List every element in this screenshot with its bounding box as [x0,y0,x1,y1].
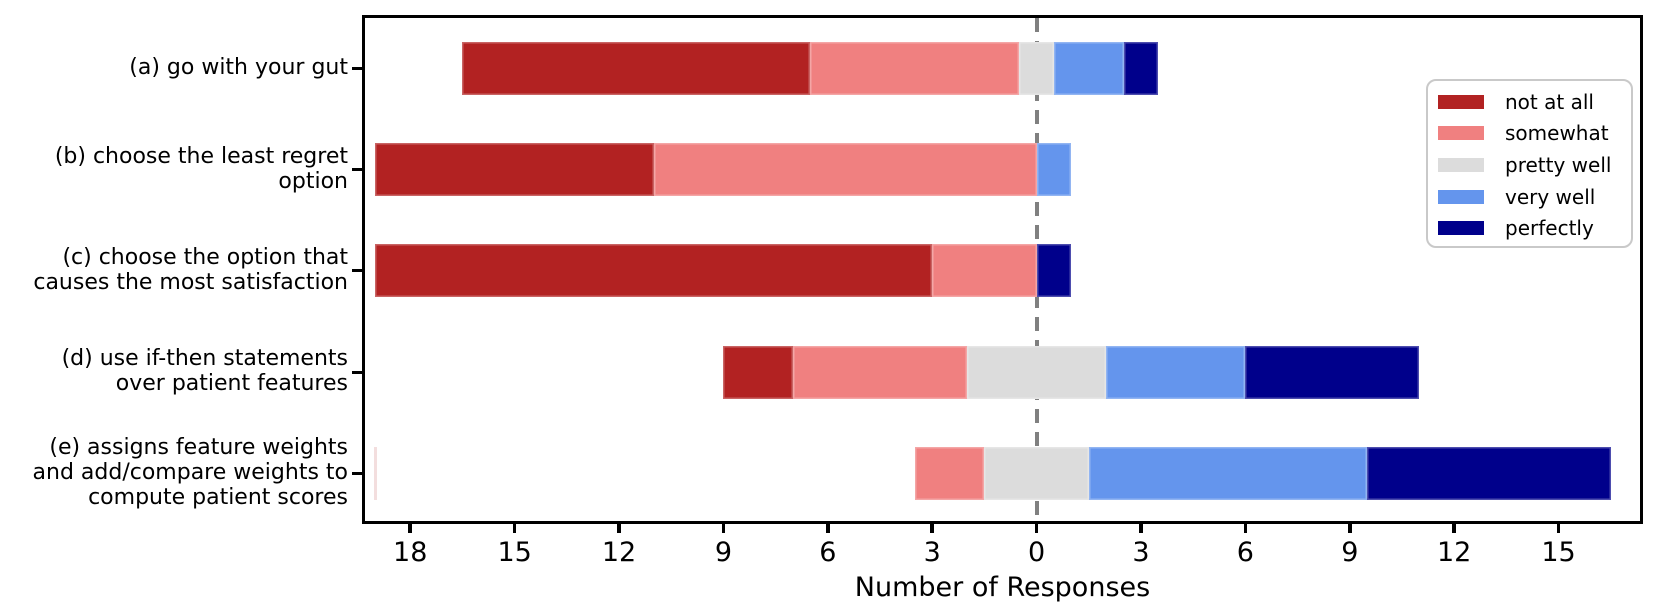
bar-segment-e-pretty-well [984,447,1089,500]
legend-label: very well [1505,184,1596,209]
x-tick-label: 12 [601,537,637,568]
category-label-a: (a) go with your gut [129,54,348,80]
zero-width-bar-edge-artifact [374,447,377,500]
x-tick-mark [826,524,830,533]
category-label-d: (d) use if-then statements over patient … [61,346,348,397]
legend-swatch-somewhat [1438,126,1484,141]
x-tick-mark [1034,524,1039,533]
legend-swatch-not-at-all [1438,94,1484,109]
legend-label: somewhat [1505,121,1609,146]
x-tick-label: 0 [1028,537,1046,568]
x-tick-label: 3 [923,537,941,568]
y-tick-mark [352,472,362,475]
legend-label: not at all [1505,89,1594,114]
x-tick-mark [512,524,517,533]
bar-segment-a-perfectly [1123,41,1159,95]
bar-segment-b-not-at-all [375,143,654,197]
y-tick-mark [352,66,362,70]
x-tick-label: 15 [497,537,532,568]
legend-swatch-perfectly [1438,221,1484,236]
legend-item-not-at-all: not at all [1438,86,1631,118]
bar-segment-d-pretty-well [967,345,1107,399]
x-tick-label: 6 [1236,537,1254,568]
legend-item-pretty-well: pretty well [1438,149,1631,181]
x-axis-title: Number of Responses [854,572,1151,603]
y-tick-mark [352,370,362,374]
x-tick-label: 3 [1132,537,1150,568]
category-label-b: (b) choose the least regret option [54,143,348,194]
legend-list: not at all somewhat pretty well very well pe… [1438,86,1631,244]
x-tick-mark [1139,524,1143,533]
x-tick-mark [930,524,934,533]
x-tick-mark [408,524,412,533]
legend-label: pretty well [1505,152,1612,177]
x-tick-mark [1348,524,1352,533]
legend-item-very-well: very well [1438,181,1631,213]
bar-segment-c-somewhat [932,244,1037,298]
y-tick-mark [352,168,362,172]
legend: not at all somewhat pretty well very well pe… [1426,79,1633,248]
bar-segment-d-perfectly [1245,345,1420,399]
bar-segment-a-somewhat [810,41,1020,95]
bar-segment-b-very-well [1036,143,1072,197]
bar-segment-c-perfectly [1036,244,1072,298]
legend-swatch-very-well [1438,189,1484,204]
x-tick-label: 6 [819,537,837,568]
x-tick-mark [1243,524,1248,533]
bar-segment-e-very-well [1088,447,1368,500]
bar-segment-a-very-well [1054,41,1124,95]
x-tick-label: 9 [714,537,732,568]
bar-segment-d-very-well [1106,345,1246,399]
x-tick-mark [1452,524,1456,533]
bar-segment-a-not-at-all [462,41,811,95]
x-tick-mark [617,524,621,533]
legend-item-perfectly: perfectly [1438,212,1631,244]
x-tick-mark [1556,524,1561,533]
x-tick-mark [721,524,726,533]
bar-segment-b-somewhat [653,143,1037,197]
x-tick-label: 18 [393,537,428,568]
category-label-c: (c) choose the option that causes the mo… [33,244,348,295]
x-tick-label: 9 [1341,537,1359,568]
bar-segment-e-somewhat [914,447,985,500]
x-tick-label: 15 [1541,537,1576,568]
bar-segment-a-pretty-well [1019,41,1054,95]
bar-segment-d-not-at-all [723,345,793,399]
y-tick-mark [352,269,362,273]
legend-swatch-pretty-well [1438,157,1484,172]
bar-segment-d-somewhat [793,345,967,399]
x-tick-label: 12 [1436,537,1472,568]
legend-label: perfectly [1505,216,1594,241]
legend-item-somewhat: somewhat [1438,118,1631,150]
bar-segment-e-perfectly [1367,447,1611,500]
bar-segment-c-not-at-all [375,244,933,298]
category-label-e: (e) assigns feature weights and add/comp… [32,435,348,510]
